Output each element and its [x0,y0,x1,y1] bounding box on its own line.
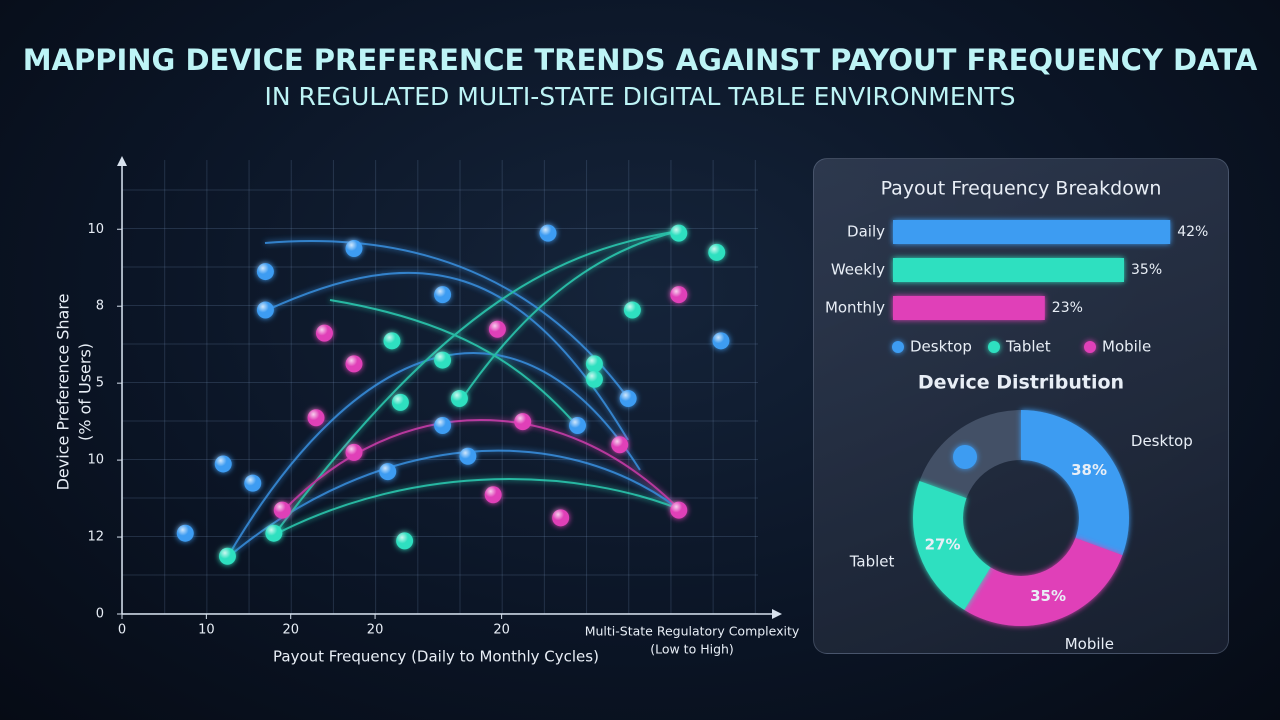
bar-category: Monthly [825,299,885,317]
point-shine [396,532,414,550]
point-shine [623,301,641,319]
point-shine [379,463,397,481]
point-shine [434,286,452,304]
bar [893,296,1045,320]
legend-label: Tablet [1005,338,1051,356]
trend-curve [264,240,629,399]
bar-value-label: 35% [1131,262,1162,278]
point-shine [434,351,452,369]
x-axis-label: Payout Frequency (Daily to Monthly Cycle… [273,648,599,666]
point-shine [552,509,570,527]
point-shine [569,416,587,434]
donut-ornament [953,445,977,469]
y-tick-label: 10 [87,222,104,237]
bar [893,220,1171,244]
point-shine [345,355,363,373]
bar-value-label: 23% [1052,300,1083,316]
axis-annotation: Multi-State Regulatory Complexity [585,624,800,639]
point-shine [256,263,274,281]
point-shine [488,320,506,338]
point-shine [391,393,409,411]
point-shine [273,501,291,519]
point-shine [256,301,274,319]
donut-value-label: 27% [925,536,961,554]
bar-category: Weekly [831,261,885,279]
axis-annotation: (Low to High) [650,642,734,657]
page-subtitle: IN REGULATED MULTI-STATE DIGITAL TABLE E… [264,82,1015,111]
trend-curve [264,271,629,441]
point-shine [670,501,688,519]
bar-category: Daily [847,223,885,241]
point-shine [585,355,603,373]
y-tick-label: 5 [96,376,104,391]
point-shine [434,416,452,434]
y-tick-label: 10 [87,453,104,468]
point-shine [712,332,730,350]
point-shine [585,370,603,388]
point-shine [670,286,688,304]
y-tick-label: 0 [96,607,104,622]
point-shine [459,447,477,465]
point-shine [514,413,532,431]
y-axis-label: Device Preference Share [54,294,73,491]
trend-curve [226,449,680,559]
y-axis-arrow [117,156,127,166]
donut-category-label: Mobile [1065,635,1114,653]
point-shine [539,224,557,242]
x-axis-arrow [772,609,782,619]
legend-label: Desktop [910,338,972,356]
point-shine [315,324,333,342]
donut-segment [1021,410,1130,556]
trend-curve [273,230,680,536]
point-shine [611,436,629,454]
bar-title: Payout Frequency Breakdown [881,178,1162,200]
donut-segment [913,481,991,610]
x-tick-label: 0 [118,623,126,638]
trend-curve [282,419,680,512]
point-series [176,224,730,542]
point-shine [218,547,236,565]
donut-category-label: Tablet [849,552,895,570]
point-shine [450,390,468,408]
bar-value-label: 42% [1177,224,1208,240]
point-shine [670,224,688,242]
y-tick-label: 8 [96,299,104,314]
point-series [218,224,726,565]
x-tick-label: 10 [198,623,215,638]
point-shine [214,455,232,473]
legend-marker [892,341,904,353]
donut-category-label: Desktop [1131,432,1193,450]
point-shine [345,443,363,461]
bar [893,258,1124,282]
donut-value-label: 35% [1030,587,1066,605]
point-shine [345,239,363,257]
point-shine [307,409,325,427]
point-shine [265,524,283,542]
point-shine [383,332,401,350]
y-tick-label: 12 [87,530,104,545]
legend-marker [1084,341,1096,353]
trend-curve [329,299,579,428]
legend-marker [988,341,1000,353]
y-axis-label: (% of Users) [76,343,95,441]
point-shine [484,486,502,504]
point-shine [176,524,194,542]
legend-label: Mobile [1102,338,1151,356]
donut-title: Device Distribution [918,372,1124,394]
x-tick-label: 20 [493,623,510,638]
y-axis-label-group: Device Preference Share (% of Users) [54,294,95,491]
x-tick-label: 20 [367,623,384,638]
donut-value-label: 38% [1071,461,1107,479]
point-shine [619,390,637,408]
donut-segment [964,538,1123,626]
x-tick-label: 20 [282,623,299,638]
point-series [273,286,688,527]
point-shine [708,243,726,261]
trend-curve [273,478,680,536]
trend-curve [460,230,680,401]
page-title: MAPPING DEVICE PREFERENCE TRENDS AGAINST… [23,43,1258,77]
point-shine [244,474,262,492]
